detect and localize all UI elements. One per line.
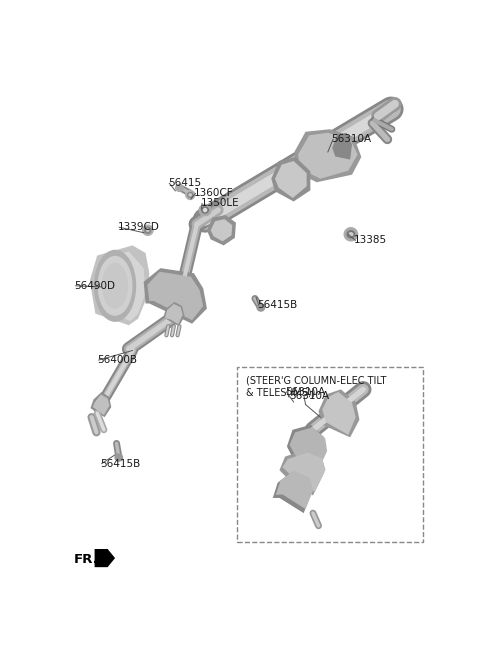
Ellipse shape [176, 184, 183, 192]
Polygon shape [90, 245, 149, 325]
Polygon shape [332, 133, 352, 159]
Ellipse shape [98, 256, 132, 315]
Text: 56415B: 56415B [257, 300, 298, 310]
Text: 56400B: 56400B [97, 355, 137, 365]
Ellipse shape [199, 205, 211, 216]
Polygon shape [165, 304, 183, 324]
Text: FR.: FR. [74, 553, 99, 566]
Text: 56415: 56415 [168, 178, 201, 188]
Text: 1350LE: 1350LE [201, 199, 239, 209]
Ellipse shape [349, 233, 353, 236]
Polygon shape [211, 219, 232, 241]
Polygon shape [298, 133, 358, 178]
Polygon shape [275, 161, 307, 198]
Ellipse shape [103, 264, 127, 308]
Text: 1360CF: 1360CF [194, 188, 234, 198]
Polygon shape [144, 268, 207, 323]
Polygon shape [279, 450, 324, 495]
Polygon shape [271, 157, 311, 201]
Text: 13385: 13385 [354, 236, 387, 245]
Ellipse shape [145, 227, 151, 234]
Text: 56310A: 56310A [289, 391, 329, 401]
Ellipse shape [95, 251, 135, 321]
Ellipse shape [188, 192, 193, 197]
Polygon shape [282, 453, 325, 492]
Ellipse shape [347, 231, 355, 238]
Ellipse shape [344, 228, 358, 241]
Ellipse shape [189, 194, 192, 196]
Polygon shape [287, 424, 326, 473]
Polygon shape [163, 302, 185, 326]
Polygon shape [322, 392, 356, 435]
Polygon shape [289, 427, 327, 470]
Polygon shape [96, 251, 145, 321]
Polygon shape [276, 471, 313, 509]
Ellipse shape [257, 304, 264, 311]
Polygon shape [319, 390, 360, 438]
Polygon shape [294, 129, 361, 182]
Ellipse shape [204, 209, 206, 212]
Ellipse shape [186, 190, 195, 199]
Polygon shape [91, 392, 111, 417]
Ellipse shape [143, 225, 153, 236]
Bar [237, 367, 423, 543]
Text: 1339CD: 1339CD [118, 222, 159, 232]
Polygon shape [147, 272, 203, 320]
Ellipse shape [115, 454, 122, 461]
Text: 56415B: 56415B [100, 459, 141, 468]
Ellipse shape [147, 229, 149, 232]
Polygon shape [207, 215, 236, 245]
Polygon shape [273, 473, 311, 513]
Polygon shape [95, 549, 115, 567]
Polygon shape [93, 394, 109, 415]
Text: (STEER'G COLUMN-ELEC TILT
& TELES(IMS)): (STEER'G COLUMN-ELEC TILT & TELES(IMS)) [246, 376, 386, 398]
Ellipse shape [202, 207, 208, 213]
Text: 56490D: 56490D [74, 281, 115, 291]
Text: 56310A: 56310A [285, 387, 325, 397]
Text: 56310A: 56310A [332, 134, 372, 144]
